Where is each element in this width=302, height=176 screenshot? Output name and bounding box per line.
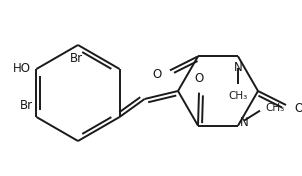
Text: Br: Br: [69, 52, 82, 65]
Text: CH₃: CH₃: [265, 103, 284, 113]
Text: N: N: [240, 116, 249, 129]
Text: CH₃: CH₃: [228, 91, 248, 101]
Text: O: O: [294, 102, 302, 115]
Text: O: O: [194, 72, 204, 85]
Text: N: N: [234, 61, 243, 74]
Text: O: O: [153, 68, 162, 81]
Text: HO: HO: [12, 62, 31, 76]
Text: Br: Br: [20, 99, 34, 112]
